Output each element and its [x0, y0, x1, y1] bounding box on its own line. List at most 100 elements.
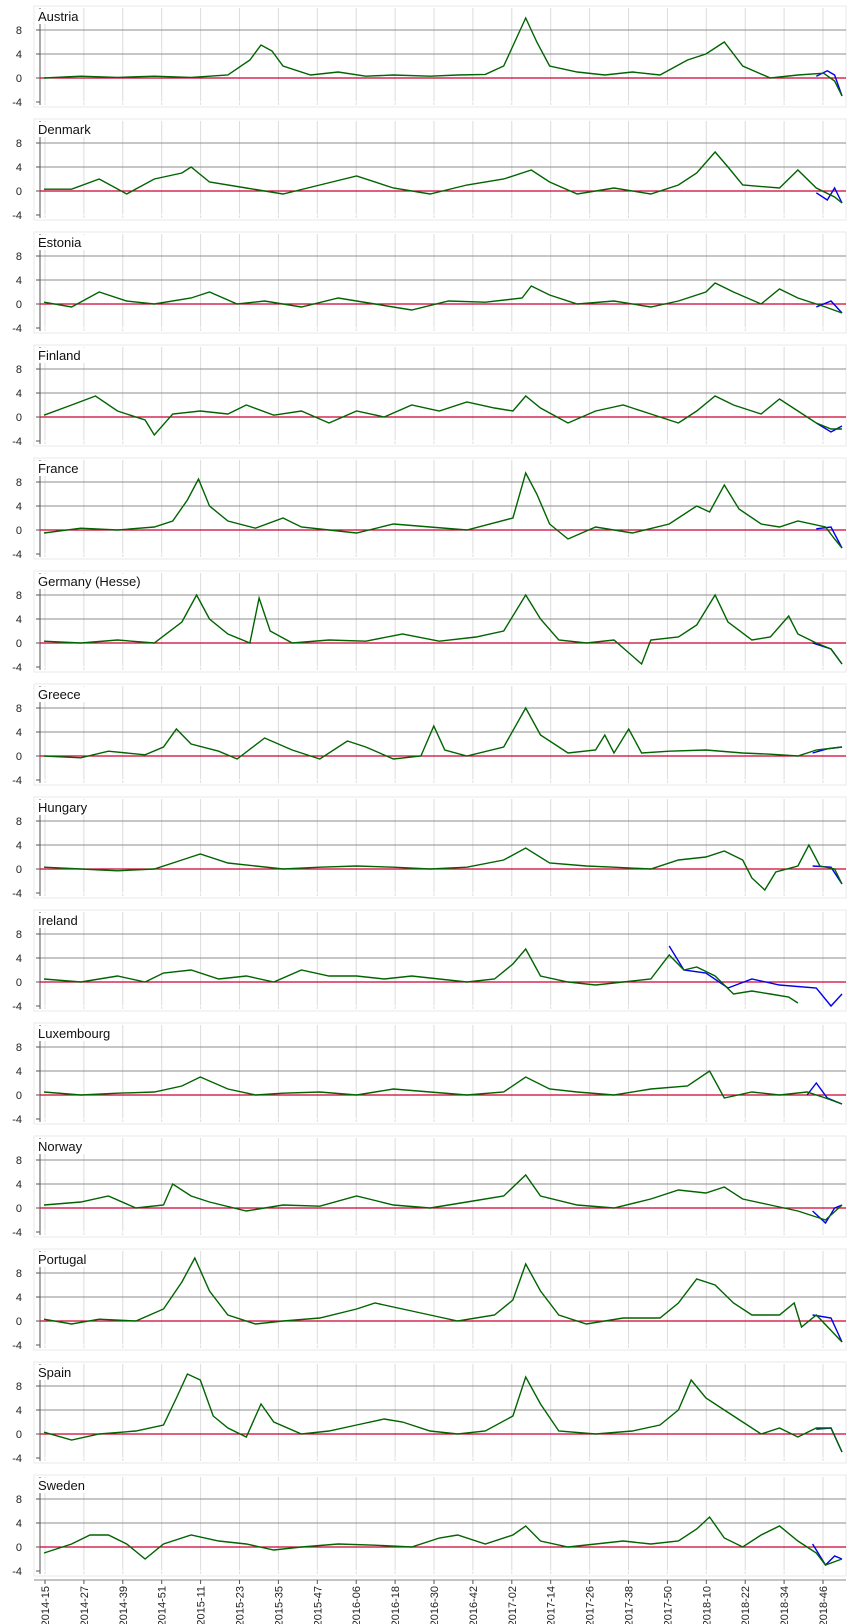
y-tick-label: 4 — [16, 49, 22, 61]
panel-title-background — [36, 1365, 76, 1380]
y-tick-label: 0 — [16, 864, 22, 876]
y-tick-label: 4 — [16, 1518, 22, 1530]
x-tick-label: 2016-06 — [351, 1586, 363, 1624]
panel-title-background — [36, 348, 85, 363]
panel-title: Luxembourg — [38, 1026, 110, 1041]
y-tick-label: 0 — [16, 1542, 22, 1554]
panel-austria: 8 4 0 -4 Austria — [12, 5, 847, 109]
panel-title-background — [36, 800, 92, 815]
y-tick-label: 0 — [16, 525, 22, 537]
y-tick-label: 4 — [16, 1405, 22, 1417]
panel-france: 8 4 0 -4 France — [12, 457, 847, 561]
x-tick-label: 2016-30 — [429, 1586, 441, 1624]
panel-title-background — [36, 461, 83, 476]
y-tick-label: 0 — [16, 299, 22, 311]
panel-frame — [33, 683, 847, 786]
series-observed-line — [43, 1515, 843, 1566]
y-tick-label: 4 — [16, 162, 22, 174]
panel-title: Hungary — [38, 800, 88, 815]
y-tick-label: 8 — [16, 1155, 22, 1167]
x-tick-label: 2017-50 — [662, 1586, 674, 1624]
panel-hungary: 8 4 0 -4 Hungary — [12, 796, 847, 900]
series-estimate-line — [812, 865, 843, 885]
x-tick-label: 2018-46 — [818, 1586, 830, 1624]
panel-title: Estonia — [38, 235, 82, 250]
panel-title: Denmark — [38, 122, 91, 137]
panel-frame — [33, 1248, 847, 1351]
y-tick-label: 8 — [16, 1381, 22, 1393]
y-tick-label: 8 — [16, 477, 22, 489]
panel-title: Portugal — [38, 1252, 87, 1267]
series-estimate-line — [812, 1543, 843, 1567]
panel-norway: 8 4 0 -4 Norway — [12, 1135, 847, 1239]
x-tick-label: 2017-02 — [507, 1586, 519, 1624]
series-observed-line — [43, 706, 843, 760]
y-tick-label: 4 — [16, 388, 22, 400]
panel-germany-hesse-: 8 4 0 -4 Germany (Hesse) — [12, 570, 847, 674]
y-tick-label: 4 — [16, 953, 22, 965]
series-estimate-line — [812, 1314, 843, 1343]
x-tick-label: 2018-22 — [740, 1586, 752, 1624]
panel-frame — [33, 457, 847, 560]
panel-title: Finland — [38, 348, 81, 363]
y-tick-label: 4 — [16, 1179, 22, 1191]
x-axis: 2014-15 2014-27 2014-39 2014-51 2015-11 2015-… — [34, 1579, 846, 1624]
y-tick-label: 0 — [16, 977, 22, 989]
y-tick-label: 8 — [16, 25, 22, 37]
panel-frame — [33, 231, 847, 334]
y-tick-label: 8 — [16, 1494, 22, 1506]
x-tick-label: 2014-15 — [40, 1586, 52, 1624]
panel-frame — [33, 118, 847, 221]
y-tick-label: 4 — [16, 1066, 22, 1078]
panel-frame — [33, 1022, 847, 1125]
panel-title-background — [36, 1139, 87, 1154]
x-tick-label: 2016-42 — [468, 1586, 480, 1624]
panel-title: Sweden — [38, 1478, 85, 1493]
y-tick-label: 0 — [16, 638, 22, 650]
y-tick-label: 0 — [16, 1316, 22, 1328]
y-tick-label: 0 — [16, 186, 22, 198]
y-tick-label: 4 — [16, 501, 22, 513]
series-observed-line — [43, 593, 843, 666]
y-tick-label: -4 — [12, 549, 22, 561]
panel-portugal: 8 4 0 -4 Portugal — [12, 1248, 847, 1352]
series-observed-line — [43, 1256, 843, 1343]
y-tick-label: 0 — [16, 1090, 22, 1102]
panel-title-background — [36, 122, 95, 137]
country-panels: 8 4 0 -4 Austria 8 4 0 -4 Denmark 8 4 0 -4 Estonia 8 4 0 -… — [12, 5, 847, 1578]
panel-title-background — [36, 1026, 115, 1041]
series-observed-line — [43, 471, 843, 549]
y-tick-label: -4 — [12, 210, 22, 222]
y-tick-label: 8 — [16, 590, 22, 602]
y-tick-label: 8 — [16, 929, 22, 941]
y-tick-label: 8 — [16, 1268, 22, 1280]
y-tick-label: 8 — [16, 364, 22, 376]
panel-title-background — [36, 574, 145, 589]
x-tick-label: 2017-38 — [624, 1586, 636, 1624]
x-tick-label: 2016-18 — [390, 1586, 402, 1624]
panel-denmark: 8 4 0 -4 Denmark — [12, 118, 847, 222]
y-tick-label: 4 — [16, 840, 22, 852]
panel-title: France — [38, 461, 78, 476]
panel-frame — [33, 344, 847, 447]
x-tick-label: 2018-10 — [701, 1586, 713, 1624]
series-observed-line — [43, 395, 842, 437]
series-estimate-line — [815, 422, 843, 433]
series-observed-line — [43, 282, 843, 314]
x-tick-label: 2017-26 — [585, 1586, 597, 1624]
y-tick-label: -4 — [12, 1566, 22, 1578]
panel-greece: 8 4 0 -4 Greece — [12, 683, 847, 787]
series-observed-line — [43, 1069, 843, 1105]
y-tick-label: 0 — [16, 1203, 22, 1215]
y-tick-label: 4 — [16, 614, 22, 626]
panel-luxembourg: 8 4 0 -4 Luxembourg — [12, 1022, 847, 1126]
panel-title-background — [36, 9, 83, 24]
panel-title-background — [36, 235, 86, 250]
y-tick-label: 0 — [16, 412, 22, 424]
panel-frame — [33, 1361, 847, 1464]
x-tick-label: 2015-35 — [273, 1586, 285, 1624]
series-observed-line — [43, 843, 843, 892]
y-tick-label: -4 — [12, 775, 22, 787]
series-estimate-line — [668, 945, 843, 1008]
